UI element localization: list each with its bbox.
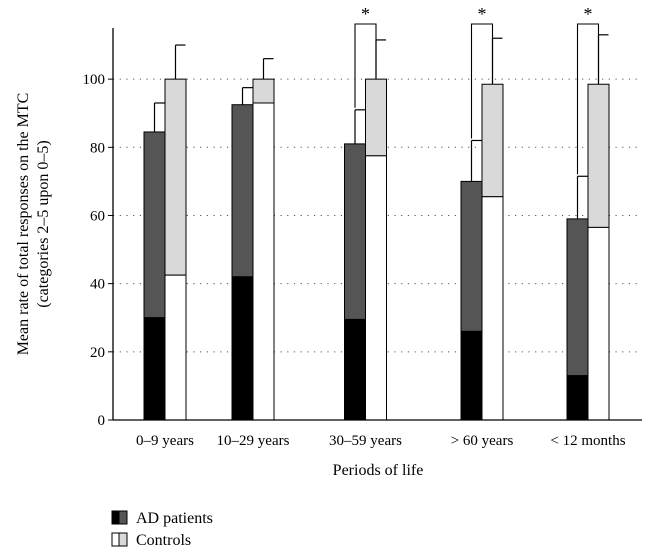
- x-tick-label-2: 30–59 years: [329, 433, 402, 449]
- bar-controls-upper-2: [365, 78, 387, 157]
- significance-star-3: *: [478, 4, 487, 24]
- bar-ad-lower-1: [231, 276, 254, 421]
- x-tick-label-1: 10–29 years: [217, 433, 290, 449]
- legend-swatch-controls-lower: [111, 532, 120, 547]
- y-tick-label-40: 40: [90, 277, 105, 293]
- bar-ad-upper-2: [344, 143, 366, 320]
- bar-controls-upper-3: [481, 83, 504, 198]
- tick-labels: 0 20 40 60 80 100 0–9 years 10–29 years 30–59 ye…: [83, 72, 626, 449]
- bar-controls-lower-4: [587, 226, 610, 421]
- bar-ad-upper-1: [231, 104, 254, 278]
- x-tick-label-0: 0–9 years: [136, 433, 194, 449]
- bar-controls-lower-0: [164, 274, 187, 421]
- bar-ad-lower-0: [143, 317, 166, 421]
- bar-controls-upper-0: [164, 78, 187, 276]
- legend-swatch-ad-lower: [111, 510, 120, 525]
- x-tick-label-4: < 12 months: [550, 433, 625, 449]
- y-axis-title-line-1: Mean rate of total responses on the MTC: [15, 93, 32, 356]
- bar-ad-upper-0: [143, 131, 166, 319]
- x-axis-title: Periods of life: [333, 462, 424, 479]
- bar-controls-lower-2: [365, 155, 387, 421]
- legend-item-ad-patients: AD patients: [111, 510, 213, 527]
- bar-ad-lower-2: [344, 318, 366, 421]
- significance-star-2: *: [361, 4, 370, 24]
- bar-controls-lower-3: [481, 196, 504, 421]
- significance-bracket-4: [576, 23, 600, 175]
- legend-swatch-ad-upper: [118, 510, 128, 525]
- legend-swatch-controls-upper: [118, 532, 128, 547]
- bar-controls-upper-4: [587, 83, 610, 228]
- y-axis-title-line-2: (categories 2–5 upon 0–5): [35, 140, 52, 308]
- significance-bracket-2: [354, 23, 377, 108]
- legend-label-ad-patients: AD patients: [136, 510, 213, 527]
- bar-controls-upper-1: [252, 78, 275, 104]
- bar-ad-upper-3: [460, 180, 483, 332]
- gridlines: [113, 78, 642, 353]
- y-tick-label-60: 60: [90, 208, 105, 224]
- y-tick-label-20: 20: [90, 345, 105, 361]
- y-tick-label-100: 100: [83, 72, 106, 88]
- bar-controls-lower-1: [252, 102, 275, 421]
- legend-item-controls: Controls: [111, 532, 191, 549]
- bars: [143, 34, 610, 421]
- bar-ad-lower-4: [566, 375, 589, 421]
- bar-ad-lower-3: [460, 330, 483, 421]
- y-tick-label-0: 0: [98, 413, 106, 429]
- significance-markers: * * *: [354, 4, 600, 175]
- legend: AD patients Controls: [111, 510, 213, 549]
- legend-label-controls: Controls: [136, 532, 191, 549]
- significance-star-4: *: [584, 4, 593, 24]
- bar-ad-upper-4: [566, 218, 589, 377]
- y-tick-label-80: 80: [90, 140, 105, 156]
- significance-bracket-3: [470, 23, 494, 139]
- axes: [112, 28, 642, 421]
- x-tick-label-3: > 60 years: [451, 433, 514, 449]
